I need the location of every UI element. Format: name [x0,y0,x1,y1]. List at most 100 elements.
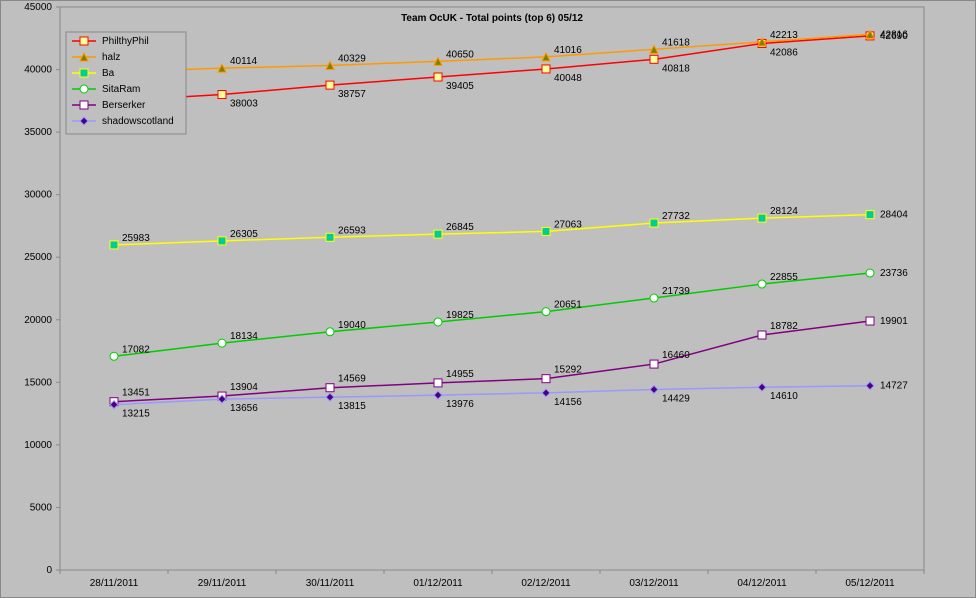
legend-item-halz: halz [102,52,120,63]
data-label-shadowscotland: 14727 [880,381,908,392]
series-marker-Ba [218,237,226,245]
series-marker-PhilthyPhil [650,55,658,63]
legend-item-SitaRam: SitaRam [102,84,140,95]
data-label-SitaRam: 18134 [230,331,258,342]
series-marker-Berserker [326,384,334,392]
x-tick-label: 04/12/2011 [737,578,787,589]
data-label-PhilthyPhil: 38003 [230,99,258,110]
data-label-Ba: 27063 [554,219,582,230]
series-marker-SitaRam [434,318,442,326]
data-label-Ba: 25983 [122,233,150,244]
data-label-Berserker: 16460 [662,350,690,361]
data-label-Ba: 28404 [880,210,908,221]
y-tick-label: 20000 [24,315,52,326]
data-label-Berserker: 19901 [880,316,908,327]
data-label-shadowscotland: 13976 [446,399,474,410]
data-label-SitaRam: 17082 [122,344,150,355]
data-label-halz: 41618 [662,37,690,48]
x-tick-label: 28/11/2011 [90,578,139,589]
y-tick-label: 25000 [24,252,52,263]
series-marker-SitaRam [542,308,550,316]
x-tick-label: 02/12/2011 [521,578,571,589]
data-label-PhilthyPhil: 38757 [338,89,366,100]
series-marker-Berserker [758,331,766,339]
data-label-PhilthyPhil: 39405 [446,81,474,92]
x-tick-label: 05/12/2011 [845,578,895,589]
series-marker-Berserker [650,360,658,368]
data-label-halz: 40329 [338,53,366,64]
series-marker-Berserker [434,379,442,387]
series-marker-SitaRam [110,352,118,360]
legend-item-PhilthyPhil: PhilthyPhil [102,36,149,47]
series-marker-SitaRam [650,294,658,302]
data-label-SitaRam: 20651 [554,300,582,311]
data-label-Berserker: 18782 [770,321,798,332]
legend-item-Berserker: Berserker [102,100,146,111]
y-tick-label: 15000 [24,377,52,388]
data-label-shadowscotland: 13215 [122,409,150,420]
x-tick-label: 01/12/2011 [413,578,463,589]
series-marker-Ba [542,227,550,235]
y-tick-label: 45000 [24,2,52,13]
data-label-SitaRam: 23736 [880,268,908,279]
series-marker-Ba [110,241,118,249]
data-label-shadowscotland: 13656 [230,403,258,414]
series-marker-PhilthyPhil [434,73,442,81]
data-label-Ba: 26593 [338,225,366,236]
y-tick-label: 35000 [24,127,52,138]
legend: PhilthyPhil halz Ba SitaRam Berserker shadows… [66,32,186,134]
series-marker-Ba [866,211,874,219]
data-label-PhilthyPhil: 40048 [554,73,582,84]
x-tick-label: 29/11/2011 [198,578,247,589]
data-label-halz: 42213 [770,30,798,41]
x-tick-label: 03/12/2011 [629,578,679,589]
chart-title: Team OcUK - Total points (top 6) 05/12 [401,13,583,24]
y-tick-label: 10000 [24,440,52,451]
data-label-Ba: 27732 [662,211,690,222]
y-tick-label: 40000 [24,65,52,76]
data-label-PhilthyPhil: 42086 [770,47,798,58]
data-label-halz: 40114 [230,56,258,67]
data-label-halz: 40650 [446,49,474,60]
data-label-SitaRam: 22855 [770,272,798,283]
series-marker-PhilthyPhil [542,65,550,73]
data-label-Berserker: 14569 [338,374,366,385]
series-marker-SitaRam [326,328,334,336]
x-tick-label: 30/11/2011 [306,578,355,589]
data-label-shadowscotland: 14429 [662,393,690,404]
data-label-Ba: 28124 [770,206,798,217]
data-label-SitaRam: 19825 [446,310,474,321]
data-label-shadowscotland: 14610 [770,391,798,402]
chart-svg: 0 5000 10000 15000 20000 25000 30000 35000 40000… [0,0,976,598]
y-tick-label: 5000 [30,502,53,513]
series-marker-Berserker [866,317,874,325]
data-label-Berserker: 13904 [230,382,258,393]
series-marker-Ba [434,230,442,238]
data-label-Ba: 26305 [230,229,258,240]
data-label-shadowscotland: 14156 [554,397,582,408]
data-label-halz: 41016 [554,45,582,56]
series-marker-SitaRam [218,339,226,347]
data-label-Berserker: 14955 [446,369,474,380]
series-marker-Berserker [542,375,550,383]
series-marker-SitaRam [866,269,874,277]
legend-item-Ba: Ba [102,68,115,79]
series-marker-Ba [650,219,658,227]
data-label-Ba: 26845 [446,222,474,233]
data-label-halz: 42816 [880,29,908,40]
series-marker-Ba [326,233,334,241]
series-marker-PhilthyPhil [326,81,334,89]
y-tick-label: 0 [46,565,52,576]
data-label-SitaRam: 21739 [662,286,690,297]
data-label-Berserker: 15292 [554,365,582,376]
data-label-PhilthyPhil: 40818 [662,63,690,74]
y-tick-label: 30000 [24,190,52,201]
series-marker-Ba [758,214,766,222]
data-label-shadowscotland: 13815 [338,401,366,412]
series-marker-PhilthyPhil [218,91,226,99]
chart-container: 0 5000 10000 15000 20000 25000 30000 35000 40000… [0,0,976,598]
legend-item-shadowscotland: shadowscotland [102,116,174,127]
data-label-Berserker: 13451 [122,388,150,399]
series-marker-SitaRam [758,280,766,288]
data-label-SitaRam: 19040 [338,320,366,331]
